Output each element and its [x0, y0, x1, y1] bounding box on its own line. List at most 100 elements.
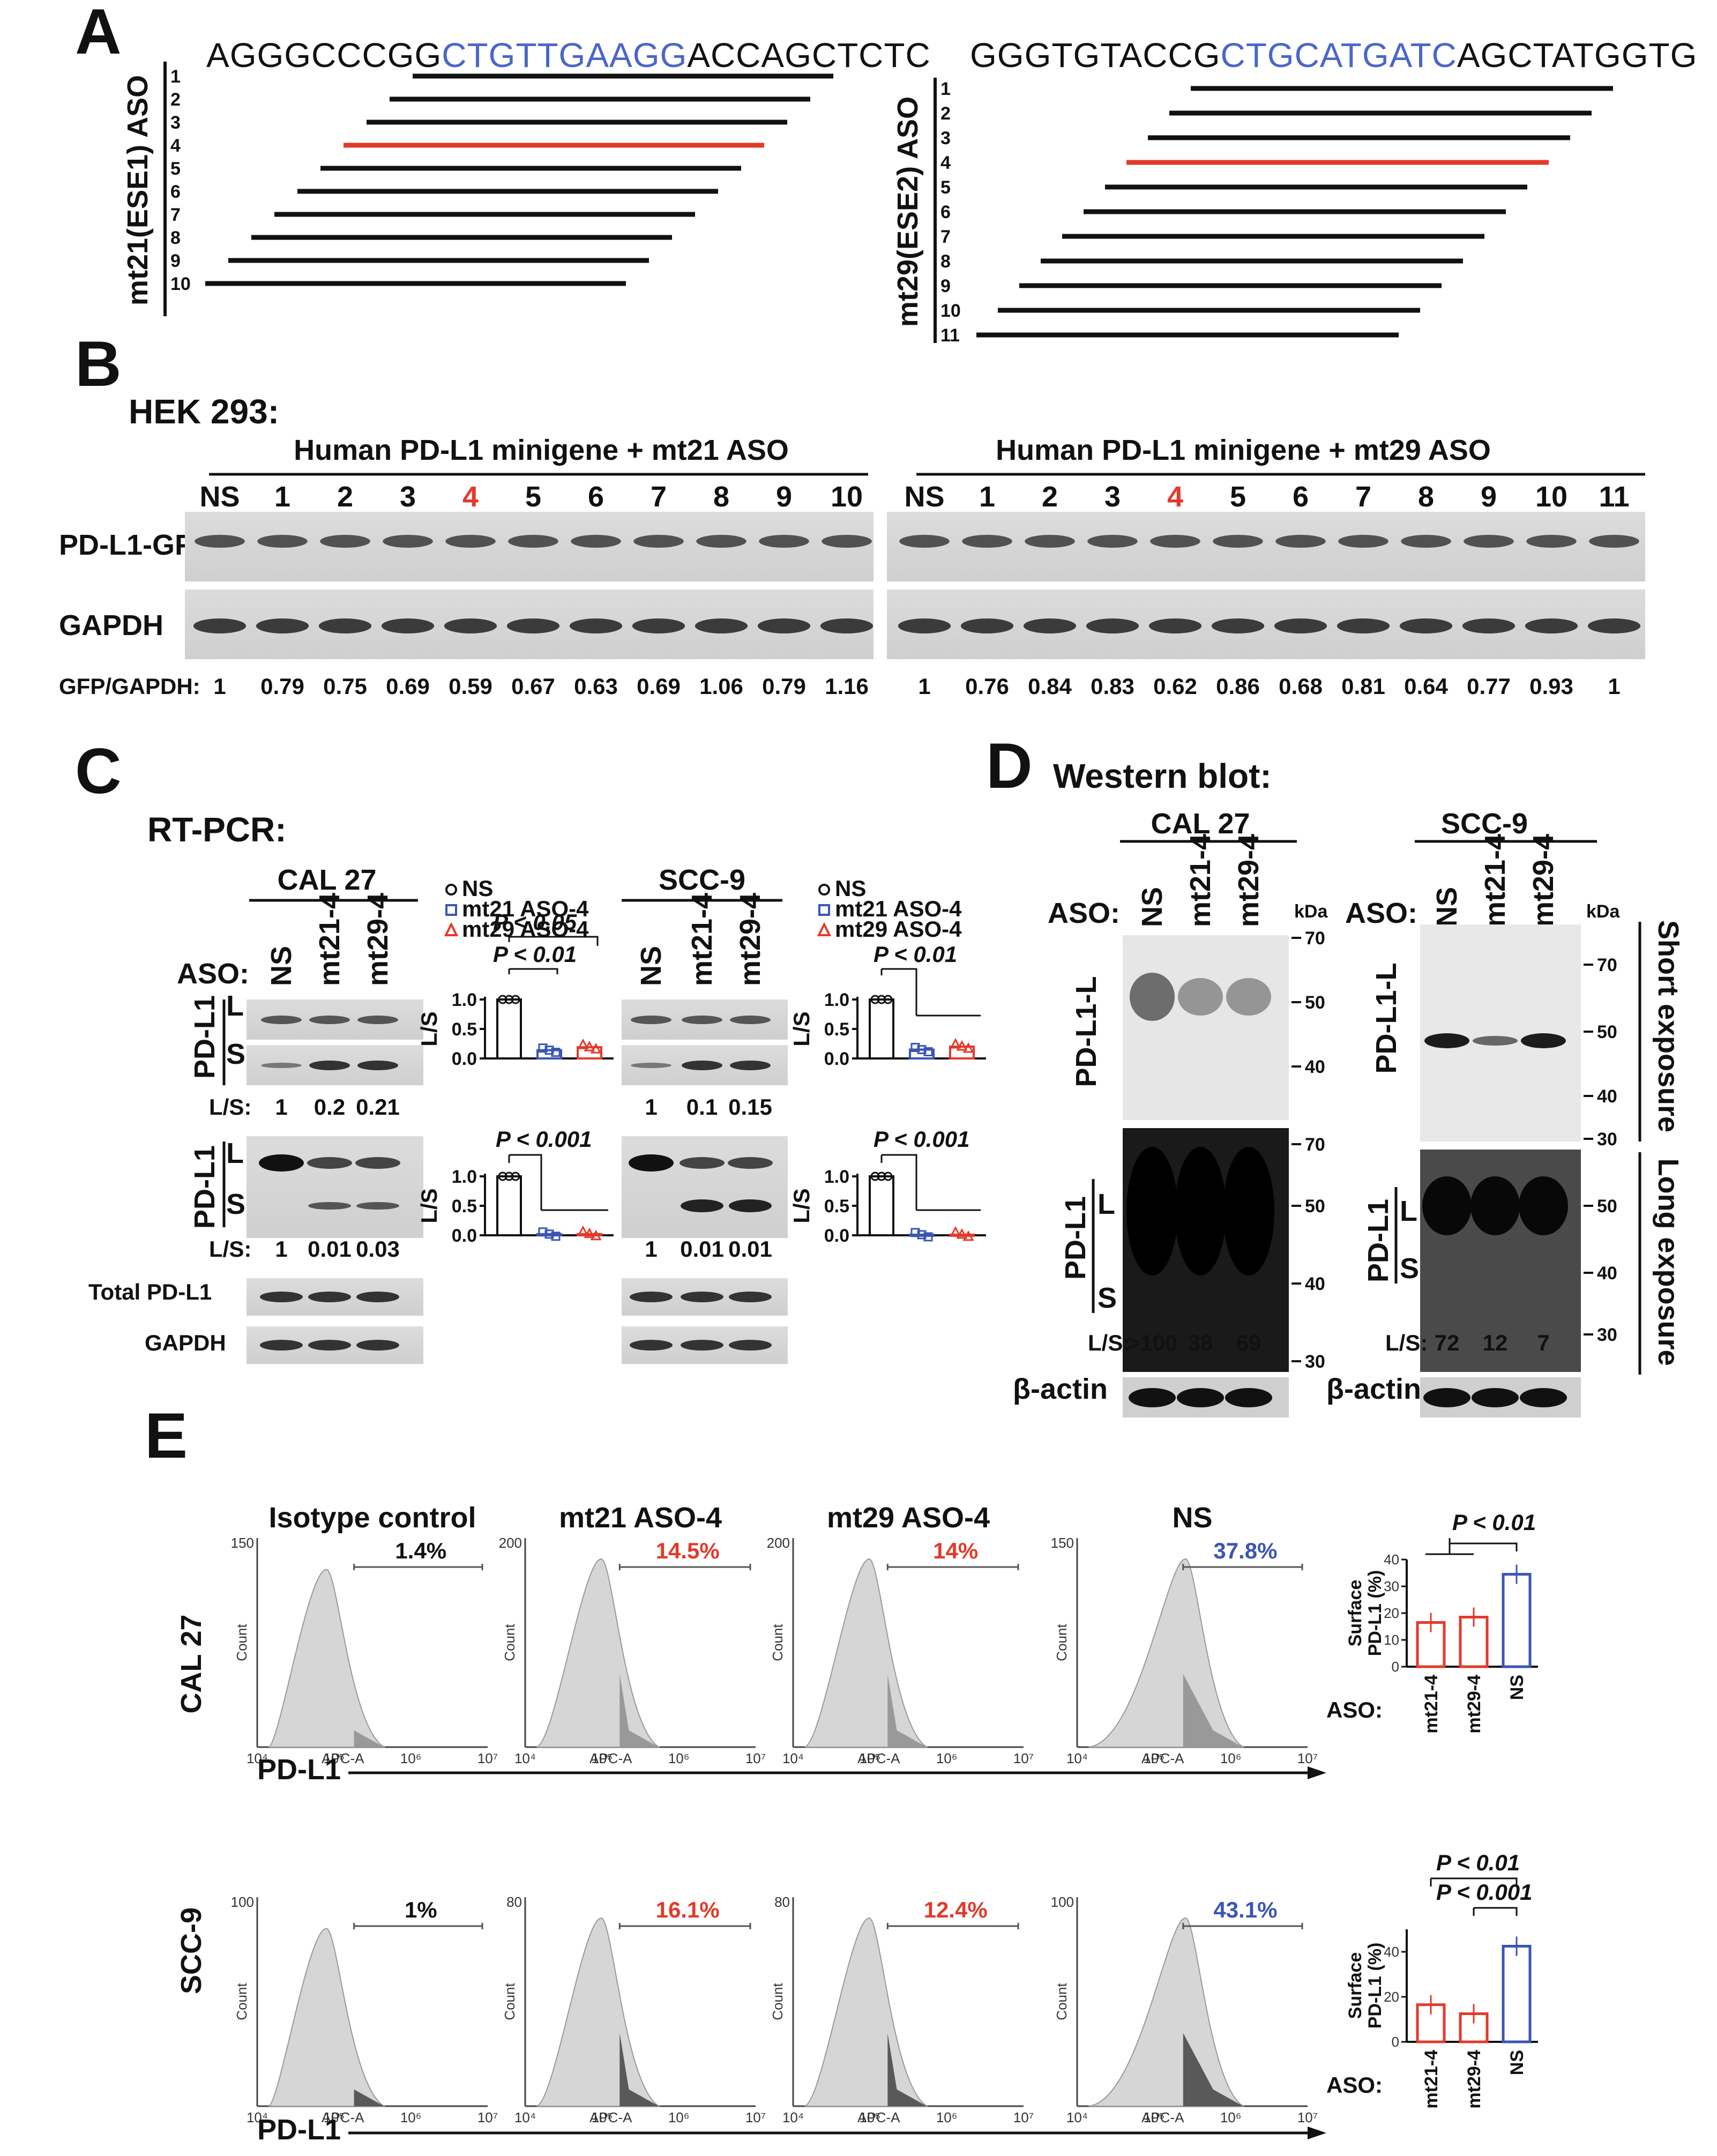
- band-pdl1: [1175, 1147, 1226, 1275]
- ls-bar: [869, 1175, 894, 1236]
- hist-x-axis-label: APC-A: [857, 2109, 900, 2125]
- hist-gated-area: [354, 2033, 384, 2106]
- band-long: [629, 1154, 674, 1172]
- aso-number: 6: [170, 182, 181, 202]
- hist-x-tick: 10⁶: [400, 2109, 422, 2125]
- gapdh-band: [506, 618, 560, 633]
- data-point: [962, 1230, 974, 1241]
- band-long: [680, 1157, 725, 1169]
- band-short: [631, 1063, 671, 1068]
- kda-tick-label: 40: [1305, 1057, 1325, 1077]
- aso-number: 3: [170, 113, 181, 133]
- band-pdl1: [1422, 1176, 1472, 1235]
- y-tick-label: 1.0: [452, 990, 477, 1010]
- ls-ratio-bottom: 0.03: [356, 1236, 400, 1262]
- band-total: [260, 1292, 303, 1302]
- hist-ymax: 200: [767, 1535, 790, 1551]
- lane-label-d: mt29-4: [1527, 834, 1559, 927]
- legend-label: NS: [835, 876, 866, 901]
- blot-scc9-short: [1420, 924, 1581, 1142]
- hist-gated-area: [354, 1674, 384, 1747]
- data-point: [923, 1047, 933, 1056]
- gfp-gapdh-ratio: 0.79: [762, 674, 806, 699]
- lane-label: 9: [776, 481, 792, 513]
- band-long: [728, 1157, 773, 1169]
- data-point: [883, 1172, 893, 1181]
- y-tick-label: 0.0: [824, 1226, 849, 1246]
- pdl1-gfp-band: [1338, 535, 1388, 548]
- flow-histograms: 150 Count 10⁴ 10⁵ 10⁶ 10⁷ APC-A 1.4% 200 Count 10⁴…: [231, 1535, 1318, 2125]
- ls-ratios-c: 1 0.2 0.211 0.01 0.031 0.1 0.151 0.01 0.01: [275, 1094, 772, 1262]
- band-actin: [1225, 1388, 1272, 1407]
- panel-letter-d: D: [986, 730, 1033, 802]
- data-point: [870, 995, 880, 1004]
- panel-letter-c: C: [75, 735, 122, 807]
- lane-label: 10: [1535, 481, 1567, 513]
- lane-label: 1: [274, 481, 290, 513]
- gfp-gapdh-ratio: 0.67: [511, 674, 555, 699]
- ls-ratio-d: 38: [1188, 1330, 1213, 1355]
- surface-bar: [1502, 1573, 1532, 1668]
- hist-gated-area: [1183, 2033, 1243, 2106]
- band-pdl1-l: [1226, 978, 1271, 1016]
- lane-label: 7: [1355, 481, 1371, 513]
- aso-label-c: ASO:: [177, 958, 249, 990]
- data-point: [590, 1229, 602, 1241]
- gapdh-label-c: GAPDH: [145, 1330, 226, 1355]
- band-long: [730, 1016, 771, 1024]
- ls-ratio-top: 1: [275, 1094, 287, 1120]
- band-total: [630, 1292, 673, 1302]
- ls-ratio-d: 12: [1483, 1330, 1508, 1355]
- total-pdl1-label: Total PD-L1: [88, 1279, 212, 1304]
- data-point: [883, 995, 893, 1004]
- kda-tick-label: 40: [1597, 1086, 1617, 1107]
- data-point: [577, 1038, 589, 1049]
- aso-number: 4: [940, 153, 951, 173]
- panel-letter-b: B: [75, 328, 122, 400]
- s-label-scc9-d: S: [1400, 1252, 1419, 1285]
- hist-x-tick: 10⁴: [514, 1750, 536, 1766]
- ls-bar: [536, 1049, 562, 1060]
- hist-x-tick: 10⁷: [1297, 1750, 1318, 1766]
- blot-cal27-short: [1123, 935, 1289, 1120]
- ls-ratio-d: >100: [1127, 1330, 1178, 1355]
- gfp-gapdh-ratio: 0.86: [1216, 674, 1260, 699]
- pdl1-gfp-band: [383, 535, 433, 548]
- hist-gated-area: [887, 1674, 927, 1747]
- pdl1-gfp-band: [1213, 535, 1263, 548]
- gfp-gapdh-ratio: 0.76: [965, 674, 1009, 699]
- ratio-values-left: 1 0.79 0.75 0.69 0.59 0.67 0.63 0.69 1.06 0.79 1.1…: [213, 674, 869, 699]
- legend-label: mt21 ASO-4: [462, 896, 589, 921]
- band-actin: [1129, 1388, 1176, 1407]
- flow-column-header: mt29 ASO-4: [827, 1502, 990, 1534]
- pdl1-gfp-band: [571, 535, 621, 548]
- y-axis-label: L/S: [789, 1188, 814, 1223]
- kda-tick-label: 70: [1597, 955, 1617, 975]
- lane-label: 5: [1230, 481, 1246, 513]
- band-long: [357, 1016, 398, 1024]
- ls-bar: [909, 1048, 935, 1060]
- ls-bar-chart: 0.0 0.5 1.0 L/S P < 0.001: [416, 1127, 614, 1246]
- p-value: P < 0.001: [874, 1127, 969, 1152]
- ls-ratio-top: 1: [645, 1094, 657, 1120]
- aso-lines-right: 1 2 3 4 5 6 7 8 9 10 11: [940, 79, 1613, 346]
- pdl1-label-scc9-d: PD-L1: [1362, 1199, 1394, 1282]
- ls-bar-chart: 0.0 0.5 1.0 L/S P < 0.01: [789, 942, 986, 1069]
- panel-a-right: GGGTGTACCGCTGCATGATCAGCTATGGTG mt29(ESE2…: [892, 36, 1697, 346]
- pdl1-gfp-band: [696, 535, 746, 548]
- gfp-gapdh-ratio: 1: [918, 674, 930, 699]
- y-tick-label: 10: [1384, 1632, 1399, 1648]
- gfp-gapdh-ratio: 0.81: [1341, 674, 1385, 699]
- panel-e: Isotype control mt21 ASO-4 mt29 ASO-4 NS 15…: [175, 1502, 1538, 2146]
- ls-ratio-top: 0.1: [686, 1094, 718, 1120]
- lane-label-c: mt21-4: [686, 893, 718, 986]
- pdl1-gfp-band: [1589, 535, 1639, 548]
- significance-bracket: [1425, 1538, 1518, 1555]
- p-value: P < 0.01: [1436, 1850, 1520, 1875]
- flow-column-header: Isotype control: [268, 1502, 476, 1534]
- kda-tick-label: 30: [1597, 1129, 1617, 1150]
- legend-marker-mt21: [818, 904, 830, 916]
- y-tick-label: 0: [1392, 1659, 1399, 1675]
- gfp-gapdh-ratio: 0.84: [1028, 674, 1072, 699]
- pdl1-label-cal27-d: PD-L1: [1059, 1196, 1092, 1280]
